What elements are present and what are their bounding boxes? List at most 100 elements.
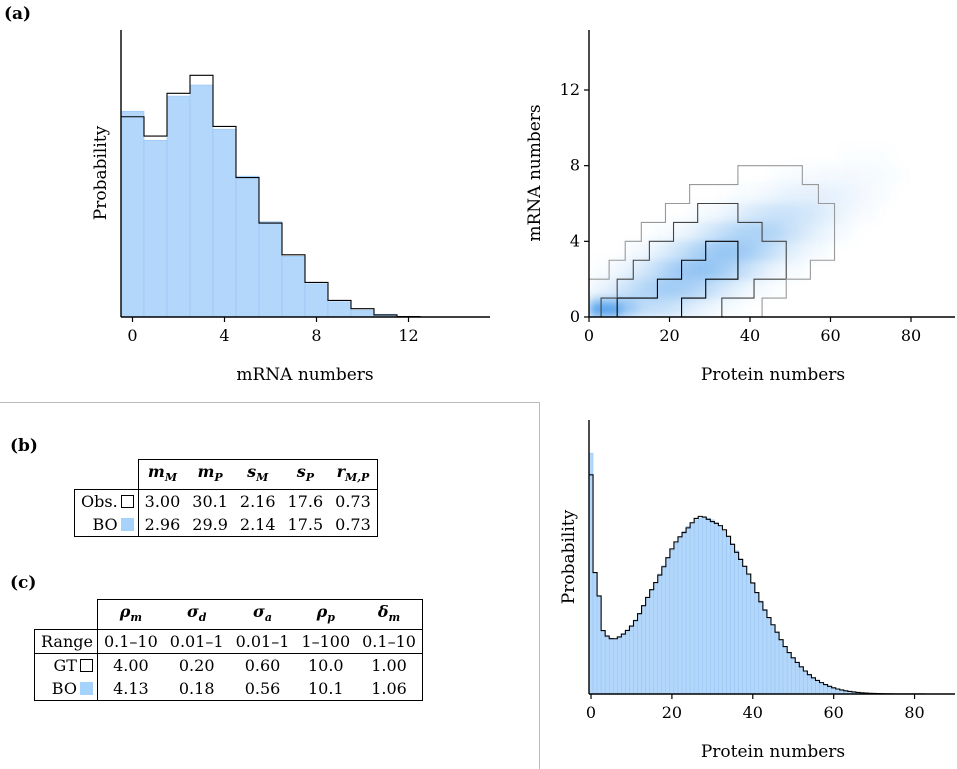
- heatmap-cell: [806, 222, 819, 242]
- table-cell: 3.00: [137, 489, 187, 514]
- filled-square-icon: [79, 682, 93, 696]
- heatmap-cell: [758, 222, 771, 242]
- protein-bars: [588, 452, 954, 695]
- table-b-header-row: mM mP sM sP rM,P: [74, 458, 378, 491]
- protein-bar: [677, 536, 683, 695]
- protein-bar: [625, 630, 630, 695]
- heatmap-cell: [806, 241, 819, 261]
- protein-bar: [592, 573, 598, 695]
- table-cell: 2.14: [233, 513, 282, 538]
- heatmap-cell: [842, 184, 856, 204]
- summary-stats-table: mM mP sM sP rM,P Obs. 3.00 30.1 2.16 17.…: [74, 458, 378, 538]
- heatmap-cell: [649, 241, 662, 261]
- mrna-y-label: Probability: [91, 125, 111, 220]
- heatmap-density: [589, 165, 880, 317]
- heatmap-cell: [842, 203, 856, 223]
- heatmap-cell: [770, 222, 783, 242]
- protein-bar: [726, 536, 731, 695]
- protein-bar: [778, 639, 784, 695]
- protein-bar: [673, 542, 679, 695]
- heatmap-cell: [782, 260, 795, 280]
- mrna-x-tick-label: 12: [398, 326, 418, 345]
- heatmap-cell: [697, 203, 711, 223]
- heatmap-cell: [709, 260, 723, 280]
- protein-bar: [633, 619, 638, 695]
- heatmap-cell: [733, 260, 747, 280]
- heatmap-cell: [782, 241, 795, 261]
- heatmap-cell: [673, 298, 687, 317]
- heatmap-cell: [721, 279, 735, 299]
- heatmap-cell: [818, 222, 831, 242]
- table-row: BO 4.13 0.18 0.56 10.1 1.06: [34, 677, 423, 702]
- protein-bar: [637, 613, 642, 695]
- protein-bar: [596, 596, 602, 695]
- heatmap-cell: [685, 298, 699, 317]
- table-cell: 2.16: [239, 492, 276, 512]
- protein-bar: [827, 686, 832, 695]
- protein-bar: [762, 609, 768, 695]
- heatmap-cell: [806, 184, 819, 204]
- heatmap-cell: [673, 260, 687, 280]
- table-cell: 0.18: [163, 677, 230, 702]
- table-c-row-label: GT: [34, 653, 98, 678]
- heatmap-cell: [733, 203, 747, 223]
- table-c-header: σd: [163, 598, 230, 631]
- heatmap-cell: [685, 260, 699, 280]
- protein-bar: [714, 522, 719, 695]
- protein-bar: [766, 617, 772, 695]
- protein-x-tick-label: 40: [743, 703, 763, 722]
- table-cell: 0.20: [178, 656, 215, 676]
- heatmap-cell: [866, 165, 880, 186]
- protein-bar: [786, 651, 792, 695]
- table-cell: 0.01–1: [163, 629, 230, 655]
- heatmap-cell: [649, 260, 662, 280]
- protein-bar: [811, 677, 816, 695]
- heatmap-cell: [721, 260, 735, 280]
- table-b-row-label: Obs.: [74, 489, 139, 514]
- protein-bar: [710, 519, 715, 695]
- table-cell: 29.9: [186, 513, 234, 538]
- heatmap-cell: [685, 241, 699, 261]
- heatmap-cell: [794, 241, 807, 261]
- heatmap-y-tick-label: 4: [570, 231, 580, 250]
- protein-bar: [608, 637, 614, 695]
- heatmap-y-tick-label: 0: [570, 307, 580, 326]
- table-b-header: rM,P: [329, 458, 378, 491]
- protein-bar: [734, 550, 739, 695]
- protein-bar: [706, 517, 711, 695]
- heatmap-cell: [854, 184, 868, 204]
- table-cell: 4.13: [96, 677, 164, 702]
- protein-bar: [600, 630, 606, 695]
- table-c-header: δm: [356, 598, 423, 631]
- heatmap-cell: [745, 222, 759, 242]
- protein-bar: [681, 530, 687, 695]
- heatmap-cell: [685, 279, 699, 299]
- heatmap-cell: [697, 260, 711, 280]
- protein-bar: [645, 598, 650, 695]
- heatmap-cell: [613, 279, 626, 299]
- protein-bar: [641, 605, 646, 695]
- protein-bar: [617, 637, 622, 695]
- joint-heatmap-chart: 0 20 40 60 80 0 4 8 12 Protein numbers mRNA num…: [525, 30, 955, 385]
- table-cell: 4.00: [96, 653, 164, 678]
- heatmap-cell: [697, 279, 711, 299]
- heatmap-cell: [758, 184, 771, 204]
- heatmap-cell: [758, 241, 771, 261]
- heatmap-cell: [794, 203, 807, 223]
- protein-x-label: Protein numbers: [701, 742, 845, 762]
- protein-x-ticks: 0 20 40 60 80: [586, 694, 925, 722]
- heatmap-cell: [709, 241, 723, 261]
- mrna-x-tick-label: 8: [311, 326, 321, 345]
- heatmap-cell: [745, 203, 759, 223]
- protein-bar: [653, 581, 659, 695]
- protein-y-label: Probability: [559, 509, 579, 604]
- table-c-row-label: Range: [34, 629, 98, 655]
- table-b-header: mP: [186, 458, 234, 491]
- protein-bar: [738, 558, 743, 695]
- heatmap-cell: [854, 203, 868, 223]
- protein-bar: [669, 550, 675, 695]
- heatmap-cell: [758, 203, 771, 223]
- heatmap-cell: [637, 260, 650, 280]
- heatmap-cell: [721, 203, 735, 223]
